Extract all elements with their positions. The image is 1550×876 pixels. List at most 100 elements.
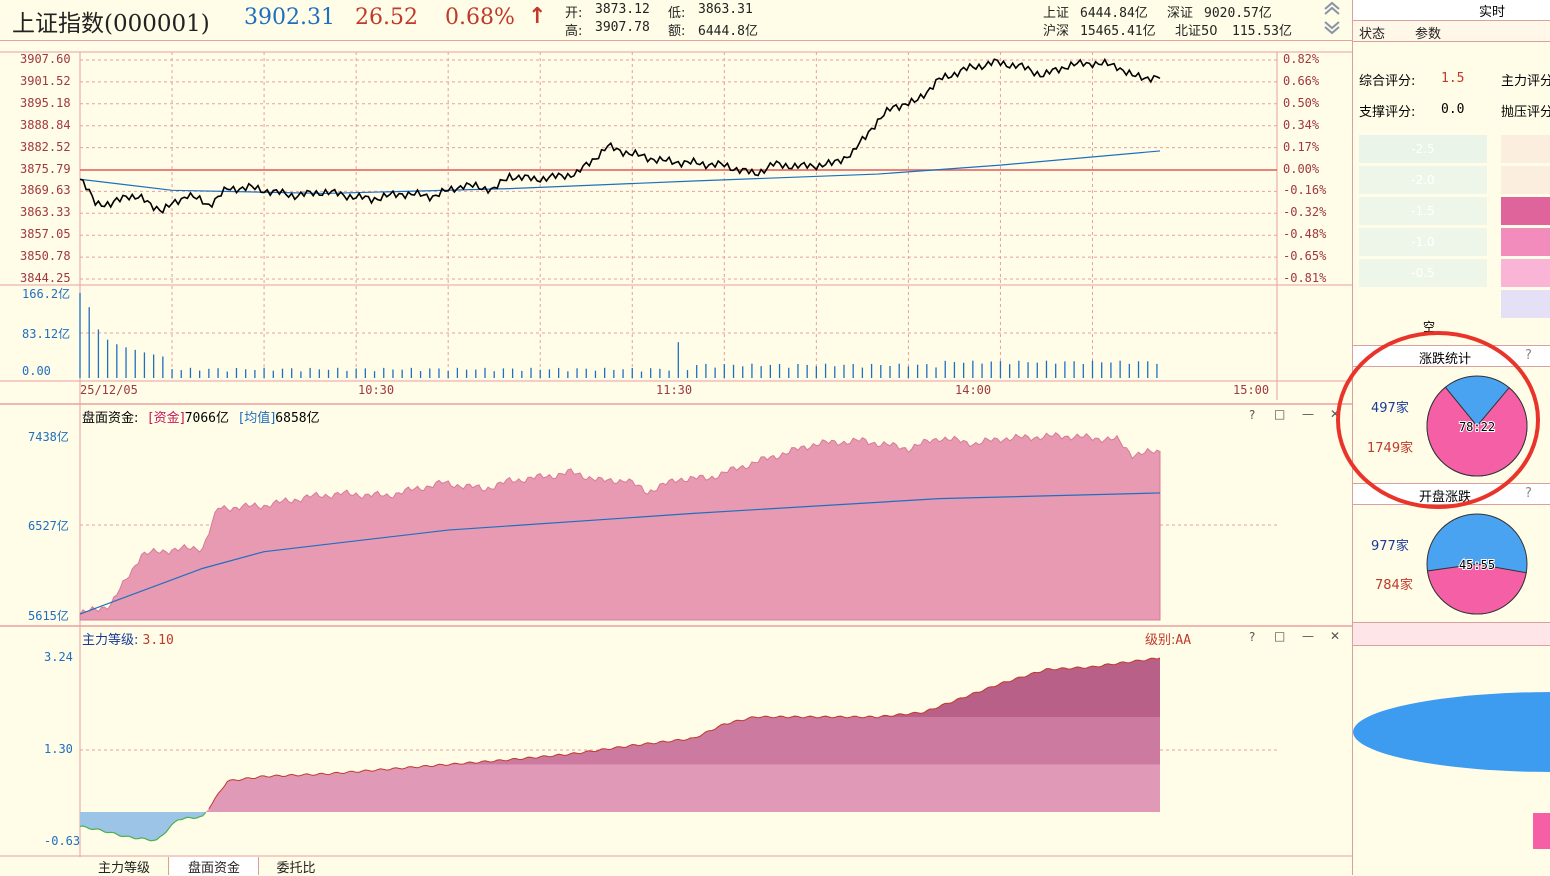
updown-up-count: 1749家 xyxy=(1367,441,1414,456)
open-updown-up-count: 784家 xyxy=(1375,578,1413,593)
pie-ratio-label: 45:55 xyxy=(1459,558,1495,572)
fund-tick: 6527亿 xyxy=(28,519,69,533)
bz-value: 115.53亿 xyxy=(1232,24,1292,39)
fund-minimize-button[interactable]: — xyxy=(1302,407,1314,421)
volume-tick: 0.00 xyxy=(22,364,51,378)
fund-panel-header: 盘面资金: [资金]7066亿 [均值]6858亿 xyxy=(82,407,320,426)
score-scale-bar xyxy=(1501,290,1550,318)
price-tick-left: 3895.18 xyxy=(20,95,71,110)
price-tick-right: -0.81% xyxy=(1283,271,1327,285)
fund-help-button[interactable]: ? xyxy=(1249,408,1256,422)
score-scale-bar xyxy=(1501,228,1550,256)
updown-help-button[interactable]: ? xyxy=(1525,348,1532,363)
score-scale-cell: -0.5 xyxy=(1359,259,1487,287)
price-tick-left: 3907.60 xyxy=(20,52,71,66)
index-change: 26.52 xyxy=(355,5,418,30)
tab-status[interactable]: 状态 xyxy=(1359,27,1386,42)
price-tick-left: 3844.25 xyxy=(20,271,71,285)
blue-ellipse-shape xyxy=(1353,692,1550,772)
open-updown-title: 开盘涨跌 xyxy=(1419,490,1472,505)
fund-avg-line xyxy=(79,492,1161,615)
low-value: 3863.31 xyxy=(698,2,753,17)
up-arrow-icon: ↑ xyxy=(528,4,547,29)
price-tick-right: -0.16% xyxy=(1283,183,1327,198)
level-panel-title: 主力等级: xyxy=(82,633,139,648)
level-negative-outline xyxy=(79,811,207,842)
updown-title: 涨跌统计 xyxy=(1419,352,1472,367)
score-scale-bar xyxy=(1501,259,1550,287)
panel-tabs: 状态 参数 xyxy=(1353,21,1550,42)
time-label: 14:00 xyxy=(955,383,992,397)
tab-order-ratio[interactable]: 委托比 xyxy=(276,861,316,876)
fund-tick: 7438亿 xyxy=(28,430,69,444)
price-tick-left: 3863.33 xyxy=(20,205,71,220)
time-label: 15:00 xyxy=(1233,383,1270,397)
time-label: 25/12/05 xyxy=(80,383,138,397)
price-tick-right: 0.17% xyxy=(1283,139,1320,154)
price-tick-right: -0.48% xyxy=(1283,227,1327,242)
avg-price-line xyxy=(79,150,1161,195)
charts-area[interactable] xyxy=(0,40,1352,875)
pink-bar-shape xyxy=(1533,813,1550,849)
price-tick-right: 0.34% xyxy=(1283,117,1320,132)
composite-score-label: 综合评分: xyxy=(1359,74,1416,89)
level-negative-area xyxy=(80,812,1160,841)
price-tick-right: 0.66% xyxy=(1283,73,1320,88)
sz-value: 9020.57亿 xyxy=(1204,6,1272,21)
partial-char: 空 xyxy=(1423,320,1436,334)
fund-series-label: [资金] xyxy=(148,411,185,426)
support-score-value: 0.0 xyxy=(1441,102,1465,117)
open-updown-pie-chart: 45:55 xyxy=(1426,513,1528,615)
updown-pie-chart: 78:22 xyxy=(1426,375,1528,477)
price-tick-left: 3882.52 xyxy=(20,139,71,154)
score-scale-cell: -2.5 xyxy=(1359,135,1487,163)
level-outline xyxy=(208,657,1161,810)
hs-label: 沪深 xyxy=(1043,24,1070,39)
pressure-score-label: 抛压评分 xyxy=(1501,105,1550,120)
volume-tick: 83.12亿 xyxy=(22,327,71,341)
tab-params[interactable]: 参数 xyxy=(1415,27,1442,42)
pie-ratio-label: 78:22 xyxy=(1459,420,1495,434)
pie-up-slice xyxy=(1426,386,1528,477)
realtime-bar: 实时 xyxy=(1353,0,1550,21)
price-tick-left: 3850.78 xyxy=(20,249,71,264)
fund-tick: 5615亿 xyxy=(28,609,69,623)
sz-label: 深证 xyxy=(1167,6,1194,21)
time-label: 10:30 xyxy=(358,383,395,397)
right-bottom-header xyxy=(1353,622,1550,646)
grade-label: 级别: xyxy=(1145,633,1176,648)
tab-fund[interactable]: 盘面资金 xyxy=(170,857,259,876)
open-updown-help-button[interactable]: ? xyxy=(1525,486,1532,501)
level-help-button[interactable]: ? xyxy=(1249,630,1256,644)
updown-down-count: 497家 xyxy=(1371,401,1409,416)
composite-score-value: 1.5 xyxy=(1441,71,1465,86)
price-tick-right: 0.00% xyxy=(1283,161,1320,176)
scroll-arrows-icon[interactable] xyxy=(1322,0,1342,36)
score-scale-cell: -1.0 xyxy=(1359,228,1487,256)
grade-value: AA xyxy=(1175,633,1192,648)
fund-maximize-button[interactable]: □ xyxy=(1274,407,1286,421)
level-band-mid xyxy=(80,717,1160,765)
tab-main-level[interactable]: 主力等级 xyxy=(80,857,169,876)
level-minimize-button[interactable]: — xyxy=(1302,629,1314,643)
bz-label: 北证50 xyxy=(1175,24,1218,39)
index-change-pct: 0.68% xyxy=(445,5,515,30)
level-panel-header: 主力等级: 3.10 xyxy=(82,629,174,648)
fund-close-button[interactable]: ✕ xyxy=(1330,407,1341,421)
price-tick-left: 3869.63 xyxy=(20,183,71,198)
score-scale-cell: -2.0 xyxy=(1359,166,1487,194)
fund-area xyxy=(79,432,1161,621)
level-maximize-button[interactable]: □ xyxy=(1274,629,1286,643)
realtime-label[interactable]: 实时 xyxy=(1479,5,1506,20)
open-label: 开: xyxy=(565,6,583,21)
score-scale-bar xyxy=(1501,166,1550,194)
level-value: 3.10 xyxy=(142,633,174,648)
sh-value: 6444.84亿 xyxy=(1080,6,1148,21)
high-value: 3907.78 xyxy=(595,20,650,35)
annotation-circle xyxy=(1336,331,1540,509)
fund-panel-title: 盘面资金: xyxy=(82,411,139,426)
level-close-button[interactable]: ✕ xyxy=(1330,629,1341,643)
level-tick: 3.24 xyxy=(44,650,73,664)
high-label: 高: xyxy=(565,24,583,39)
amount-value: 6444.8亿 xyxy=(698,24,758,39)
